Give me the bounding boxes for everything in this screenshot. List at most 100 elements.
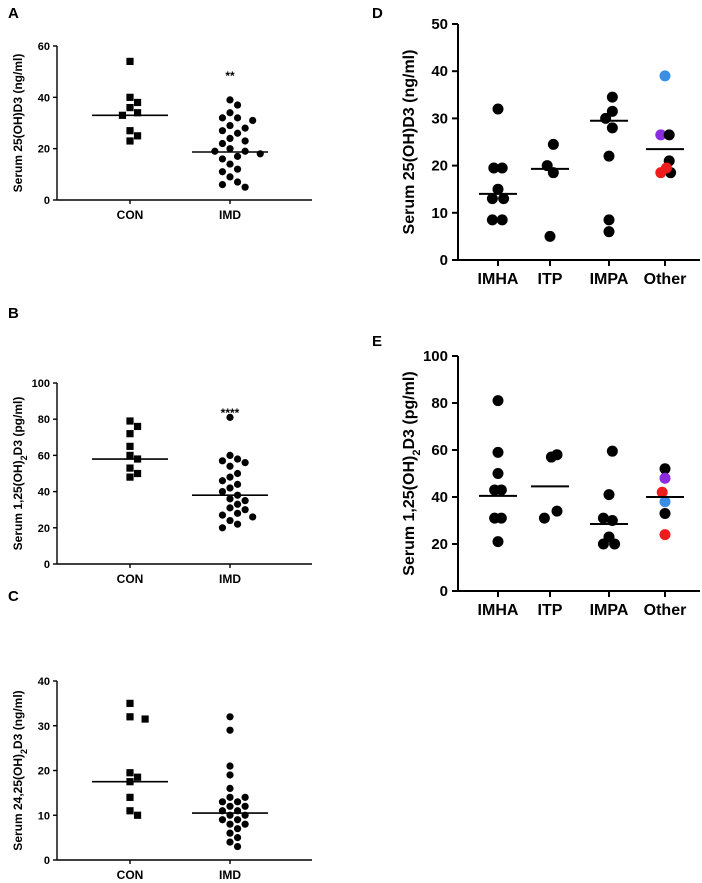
data-point-circle (233, 469, 242, 478)
data-point-circle (551, 449, 563, 461)
chart-c-serum-2425oh2d3: 0 10 20 30 40 Serum 24,25(OH)2D3 (ng/ml) CON IM… (11, 676, 312, 882)
data-point-square (126, 430, 134, 438)
data-point-square (126, 807, 134, 815)
data-point-circle (226, 134, 234, 142)
x-category-label: IMD (219, 572, 241, 586)
data-point-circle (249, 116, 257, 125)
y-axis-label: Serum 1,25(OH)2D3 (pg/ml) (11, 397, 29, 551)
data-point-circle (551, 505, 563, 517)
data-point-square (141, 715, 149, 723)
panel-label-b: B (8, 305, 19, 322)
y-tick-label: 20 (38, 766, 50, 778)
data-point-square (133, 422, 142, 431)
y-axis-label-subscript: 2 (19, 455, 29, 460)
data-point-circle (226, 495, 234, 503)
data-point-circle (547, 138, 559, 150)
data-point-circle (218, 524, 227, 532)
x-category-label: ITP (538, 271, 563, 288)
data-point-circle (226, 516, 234, 525)
data-point-square (133, 132, 142, 140)
data-point-circle (218, 798, 227, 806)
data-point-circle (226, 771, 234, 779)
data-point-circle (233, 825, 242, 833)
data-point-square (126, 104, 134, 112)
data-point-circle (233, 152, 242, 160)
data-point-circle (233, 178, 242, 186)
data-point-circle (492, 103, 504, 115)
data-point-circle (241, 183, 249, 191)
data-point-circle (600, 112, 612, 124)
data-point-circle (603, 214, 615, 226)
y-axis-label-part: Serum 1,25(OH) (11, 460, 25, 550)
y-axis-label: Serum 25(OH)D3 (ng/ml) (401, 50, 418, 235)
data-point-circle (659, 70, 671, 82)
data-point-circle (492, 446, 504, 458)
panel-label-a: A (8, 5, 19, 22)
data-point-circle (597, 512, 609, 524)
data-point-circle (486, 214, 498, 226)
chart-a-serum-25ohd3: 0 20 40 60 Serum 25(OH)D3 (ng/ml) CON IMD ** (11, 41, 312, 222)
data-point-circle (218, 816, 227, 824)
x-category-label: IMPA (590, 271, 629, 288)
data-point-circle (218, 511, 227, 519)
data-point-circle (486, 193, 498, 205)
x-category-label: CON (117, 572, 144, 586)
y-tick-label: 30 (431, 110, 448, 127)
data-point-circle (218, 181, 227, 189)
data-point-circle (233, 500, 242, 508)
panel-label-c: C (8, 588, 19, 605)
y-axis-label-part: Serum 25(OH)D3 (ng/ml) (401, 50, 418, 235)
y-axis-label: Serum 24,25(OH)2D3 (ng/ml) (11, 690, 29, 850)
y-axis-label-part: D3 (pg/ml) (11, 397, 25, 456)
data-point-circle (656, 486, 668, 498)
data-point-circle (233, 509, 242, 517)
data-point-circle (663, 129, 675, 141)
data-point-circle (233, 455, 242, 463)
y-tick-label: 20 (431, 158, 448, 175)
data-point-circle (496, 162, 508, 174)
data-point-circle (233, 842, 242, 851)
data-point-circle (226, 173, 234, 181)
y-tick-label: 0 (440, 583, 448, 600)
data-point-circle (241, 497, 249, 505)
data-point-circle (544, 230, 556, 242)
data-point-circle (659, 529, 671, 541)
data-point-circle (233, 165, 242, 173)
data-point-circle (606, 105, 618, 117)
y-tick-label: 20 (431, 536, 448, 553)
data-point-circle (488, 162, 500, 174)
data-point-circle (226, 145, 234, 153)
y-tick-label: 20 (38, 523, 50, 535)
data-point-circle (249, 513, 257, 521)
data-point-circle (218, 127, 227, 135)
y-tick-label: 60 (38, 41, 50, 53)
data-point-circle (547, 167, 559, 179)
y-axis-label: Serum 1,25(OH)2D3 (pg/ml) (401, 371, 423, 575)
data-point-circle (226, 762, 234, 770)
data-point-circle (659, 472, 671, 484)
data-point-square (133, 773, 142, 781)
data-point-circle (226, 713, 234, 721)
data-point-square (126, 793, 134, 801)
panel-label-e: E (372, 333, 382, 350)
data-point-circle (218, 457, 227, 465)
y-tick-label: 0 (44, 195, 50, 207)
data-point-square (126, 442, 134, 450)
data-point-circle (492, 536, 504, 548)
data-point-square (126, 93, 134, 101)
data-point-circle (498, 193, 510, 205)
data-point-square (133, 469, 142, 478)
data-point-square (126, 57, 134, 65)
data-point-circle (226, 413, 234, 421)
data-point-circle (218, 155, 227, 163)
data-point-circle (660, 162, 672, 174)
data-point-circle (226, 726, 234, 734)
data-point-circle (233, 798, 242, 806)
data-point-circle (659, 507, 671, 519)
data-point-circle (226, 473, 234, 481)
data-point-square (126, 699, 134, 707)
data-point-circle (538, 512, 550, 524)
y-axis-label: Serum 25(OH)D3 (ng/ml) (11, 54, 25, 193)
